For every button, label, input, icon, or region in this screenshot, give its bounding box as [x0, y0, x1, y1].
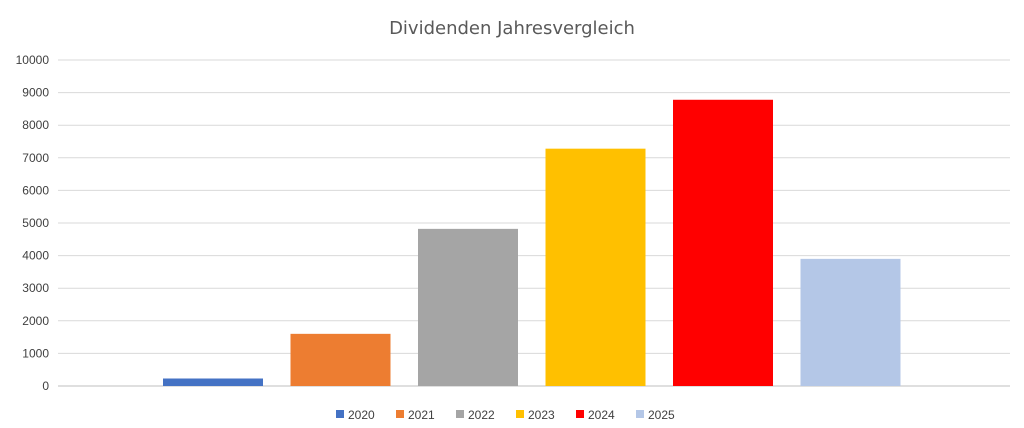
y-tick-label: 5000	[22, 216, 49, 230]
legend-label-2022: 2022	[468, 408, 495, 422]
bar-2025	[800, 258, 901, 386]
bar-2021	[290, 333, 391, 386]
y-tick-label: 0	[42, 379, 49, 393]
bar-2020	[163, 378, 263, 386]
y-tick-label: 4000	[22, 249, 49, 263]
y-tick-label: 1000	[22, 346, 49, 360]
legend-label-2025: 2025	[648, 408, 675, 422]
legend-label-2021: 2021	[408, 408, 435, 422]
legend-label-2024: 2024	[588, 408, 615, 422]
bar-2023	[545, 148, 646, 386]
legend-swatch-2025	[636, 410, 644, 418]
y-tick-label: 7000	[22, 151, 49, 165]
y-tick-label: 6000	[22, 183, 49, 197]
y-tick-label: 2000	[22, 314, 49, 328]
y-axis-ticks: 0 1000 2000 3000 4000 5000 6000 7000 8000 9000 100…	[16, 53, 50, 393]
grid-lines	[58, 59, 1010, 387]
legend-swatch-2022	[456, 410, 464, 418]
y-tick-label: 10000	[16, 53, 50, 67]
legend-swatch-2023	[516, 410, 524, 418]
legend-swatch-2020	[336, 410, 344, 418]
legend-swatch-2024	[576, 410, 584, 418]
bar-2022	[418, 228, 518, 386]
bar-2024	[673, 99, 773, 386]
y-tick-label: 3000	[22, 281, 49, 295]
chart-title: Dividenden Jahresvergleich	[389, 18, 635, 39]
legend: 2020 2021 2022 2023 2024 2025	[336, 408, 675, 422]
y-tick-label: 9000	[22, 86, 49, 100]
legend-label-2023: 2023	[528, 408, 555, 422]
y-tick-label: 8000	[22, 118, 49, 132]
legend-swatch-2021	[396, 410, 404, 418]
legend-label-2020: 2020	[348, 408, 375, 422]
bars	[163, 99, 901, 386]
